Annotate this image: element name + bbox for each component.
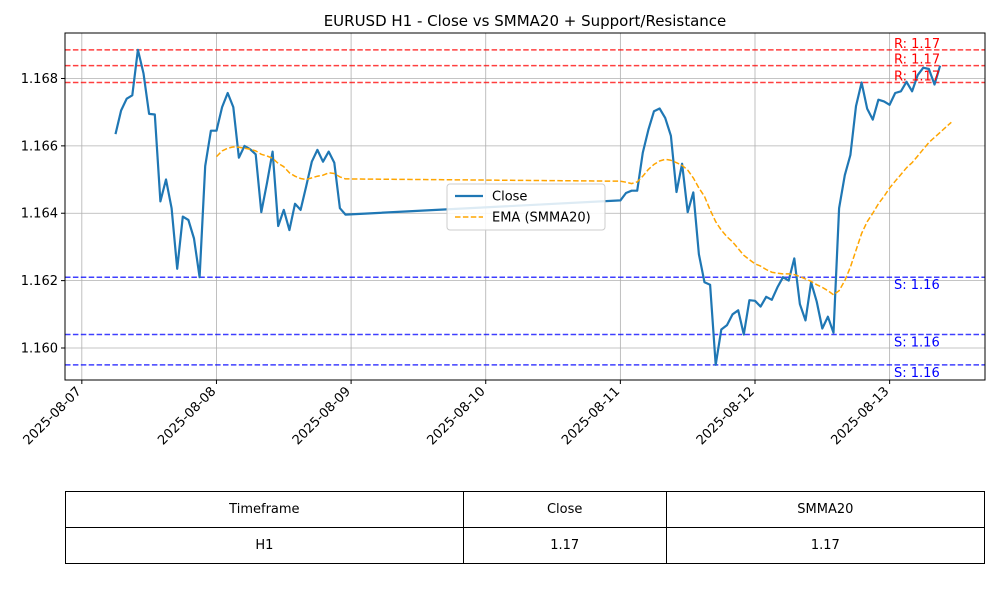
x-tick-label: 2025-08-08 <box>155 384 219 448</box>
axes-frame <box>64 32 986 381</box>
support-label: S: 1.16 <box>894 278 940 293</box>
x-tick-label: 2025-08-07 <box>21 384 85 448</box>
x-tick-label: 2025-08-09 <box>290 384 354 448</box>
y-tick-label: 1.164 <box>21 207 58 222</box>
legend: Close EMA (SMMA20) <box>446 183 606 231</box>
y-tick-label: 1.168 <box>21 72 58 87</box>
resistance-label: R: 1.17 <box>894 53 940 68</box>
y-tick-label: 1.160 <box>21 341 58 356</box>
table-header-timeframe: Timeframe <box>65 491 464 528</box>
x-tick-label: 2025-08-13 <box>828 384 892 448</box>
support-label: S: 1.16 <box>894 336 940 351</box>
table-row: H1 1.17 1.17 <box>65 527 986 564</box>
x-tick-label: 2025-08-11 <box>559 384 623 448</box>
table-header-close: Close <box>462 491 667 528</box>
table-cell-timeframe: H1 <box>65 527 464 564</box>
table-header-smma20: SMMA20 <box>665 491 986 528</box>
chart: R: 1.17R: 1.17R: 1.17S: 1.16S: 1.16S: 1.… <box>21 12 986 448</box>
close-series-line <box>114 48 942 366</box>
y-tick-label: 1.166 <box>21 139 58 154</box>
table-cell-smma20: 1.17 <box>665 527 986 564</box>
resistance-label: R: 1.17 <box>894 70 940 85</box>
chart-title: EURUSD H1 - Close vs SMMA20 + Support/Re… <box>324 12 727 30</box>
table-cell-close: 1.17 <box>462 527 667 564</box>
x-tick-label: 2025-08-10 <box>425 384 489 448</box>
legend-box <box>446 183 606 231</box>
x-tick-label: 2025-08-12 <box>694 384 758 448</box>
table-header-row: Timeframe Close SMMA20 <box>65 491 986 528</box>
resistance-label: R: 1.17 <box>894 37 940 52</box>
legend-close-label: Close <box>492 190 527 205</box>
support-label: S: 1.16 <box>894 366 940 381</box>
summary-table: Timeframe Close SMMA20 H1 1.17 1.17 <box>65 491 986 564</box>
legend-smma20-label: EMA (SMMA20) <box>492 211 591 226</box>
y-tick-label: 1.162 <box>21 274 58 289</box>
smma20-series-line <box>215 121 952 296</box>
support-resistance <box>65 49 985 366</box>
